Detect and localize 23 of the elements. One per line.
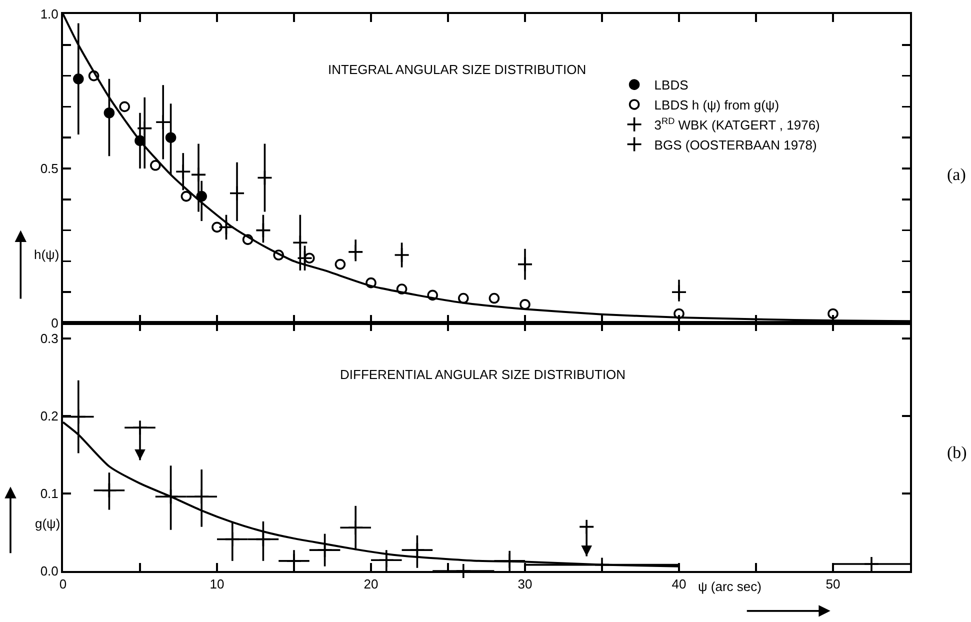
y-tick-label: 0.1 [40,486,58,502]
x-tick-label: 40 [672,576,686,592]
y-tick-label: 0 [51,316,58,331]
y-axis-title: h(ψ) [34,247,60,262]
text: (b) [947,443,967,462]
legend-label: 3$^{RD}$ WBK (KATGERT , 1976) [654,116,820,132]
text: INTEGRAL ANGULAR SIZE DISTRIBUTION [328,62,586,77]
x-tick-label: 10 [210,576,224,592]
legend-label: LBDS h (ψ) from g(ψ) [654,98,780,113]
y-tick-label: 0.2 [40,408,58,424]
text: DIFFERENTIAL ANGULAR SIZE DISTRIBUTION [340,367,626,382]
y-axis-title: g(ψ) [35,516,60,531]
legend-label: BGS (OOSTERBAAN 1978) [654,137,817,152]
x-tick-label: 50 [826,576,840,592]
legend-label: LBDS [654,78,689,93]
y-tick-label: 1.0 [40,6,58,22]
x-tick-label: 30 [518,576,532,592]
y-tick-label: 0.5 [40,161,58,176]
y-tick-label: 0.0 [40,564,58,579]
x-axis-title: ψ (arc sec) [698,579,762,594]
y-tick-label: 0.3 [40,331,58,346]
text: (a) [947,165,966,184]
x-tick-label: 20 [364,576,378,592]
